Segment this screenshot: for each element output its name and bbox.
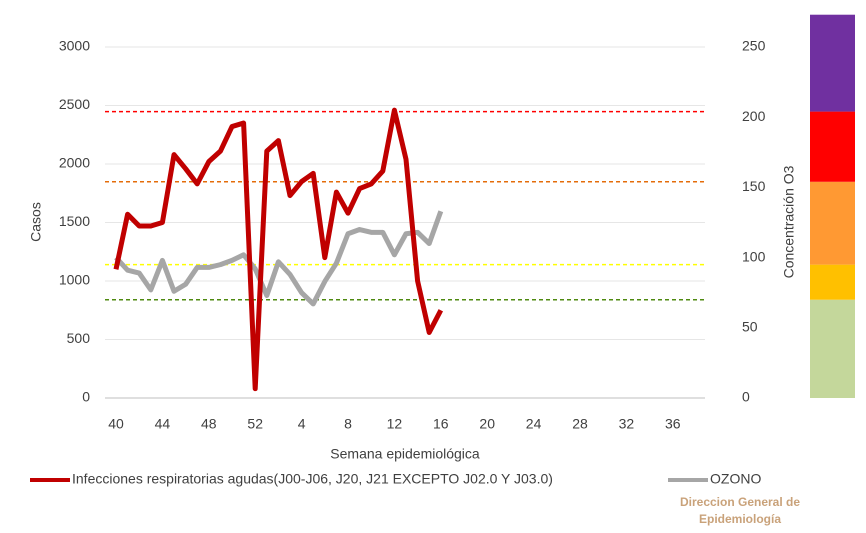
- ozone-band: [810, 299, 855, 398]
- x-tick-label: 16: [433, 416, 449, 432]
- x-tick-label: 32: [619, 416, 635, 432]
- x-tick-label: 24: [526, 416, 542, 432]
- y-axis-label: Casos: [28, 202, 44, 242]
- logo-text: Direccion General de: [680, 495, 800, 509]
- x-tick-label: 20: [479, 416, 495, 432]
- y2-axis-label: Concentración O3: [781, 165, 797, 278]
- y-tick-label: 2500: [59, 96, 90, 112]
- y-tick-label: 0: [82, 389, 90, 405]
- legend-label: Infecciones respiratorias agudas(J00-J06…: [72, 471, 553, 487]
- legend-label: OZONO: [710, 471, 761, 487]
- y-tick-label: 1500: [59, 213, 90, 229]
- logo-text: Epidemiología: [699, 512, 781, 526]
- x-tick-label: 52: [247, 416, 263, 432]
- y2-tick-label: 200: [742, 108, 766, 124]
- x-axis-label: Semana epidemiológica: [330, 446, 480, 462]
- ozone-band: [810, 14, 855, 112]
- y-tick-label: 3000: [59, 38, 90, 54]
- y2-tick-label: 250: [742, 38, 766, 54]
- ozone-band: [810, 264, 855, 300]
- ozone-band: [810, 111, 855, 182]
- y2-tick-label: 0: [742, 389, 750, 405]
- x-tick-label: 8: [344, 416, 352, 432]
- x-tick-label: 44: [155, 416, 171, 432]
- y2-tick-label: 100: [742, 248, 766, 264]
- x-tick-label: 40: [108, 416, 124, 432]
- x-tick-label: 36: [665, 416, 681, 432]
- x-tick-label: 4: [298, 416, 306, 432]
- series-line: [113, 107, 444, 392]
- y-tick-label: 1000: [59, 272, 90, 288]
- x-tick-label: 12: [387, 416, 403, 432]
- series-line: [114, 210, 444, 307]
- y-tick-label: 2000: [59, 155, 90, 171]
- y2-tick-label: 150: [742, 178, 766, 194]
- y2-tick-label: 50: [742, 319, 758, 335]
- x-tick-label: 48: [201, 416, 217, 432]
- x-tick-label: 28: [572, 416, 588, 432]
- y-tick-label: 500: [67, 330, 91, 346]
- ozone-band: [810, 181, 855, 265]
